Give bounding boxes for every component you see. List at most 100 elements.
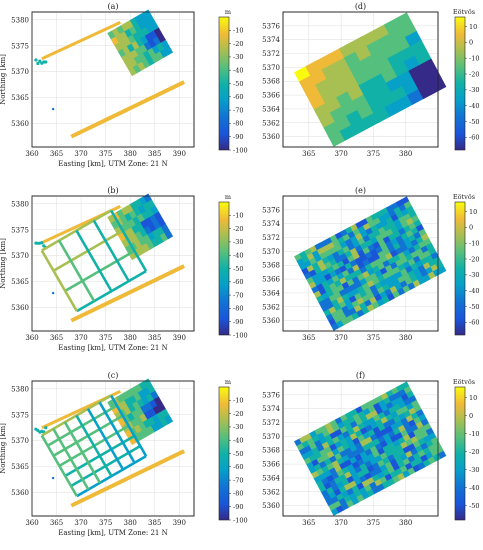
map-cell — [164, 45, 174, 56]
track-point — [36, 61, 40, 66]
map-cell — [121, 54, 131, 64]
map-cell — [149, 30, 159, 40]
map-cell — [406, 89, 424, 106]
x-tick-label: 390 — [173, 150, 186, 158]
y-tick-label: 5376 — [262, 391, 280, 399]
map-cell — [132, 215, 142, 226]
colorbar-tick-label: -10 — [469, 54, 479, 62]
map-cell — [339, 124, 357, 141]
bathymetry-map — [34, 9, 186, 139]
colorbar-tick-label: -40 — [469, 287, 479, 295]
colorbar: m -10 -20 -30 -40 -50 -60 -70 -80 -90 -100 — [218, 8, 248, 154]
map-cell — [138, 196, 148, 206]
panel-label: (e) — [355, 186, 366, 195]
map-cell — [114, 42, 124, 52]
colorbar-tick-label: -40 — [233, 437, 243, 445]
colorbar-unit: Eötvös — [453, 8, 475, 16]
gradient-map — [294, 196, 447, 331]
track-point — [51, 107, 55, 111]
map-cell — [142, 387, 152, 397]
map-cell — [117, 417, 127, 427]
map-cell — [114, 411, 124, 421]
y-axis-label: Northing [km] — [0, 238, 7, 289]
survey-lines — [40, 394, 148, 498]
x-tick-label: 375 — [99, 334, 112, 342]
map-cell — [132, 31, 142, 42]
map-cell — [151, 413, 161, 424]
x-tick-label: 375 — [367, 334, 380, 342]
map-cell — [152, 36, 162, 46]
map-cell — [156, 411, 166, 421]
x-tick-label: 365 — [50, 150, 63, 158]
map-cell — [149, 214, 159, 224]
map-cell — [384, 100, 402, 117]
y-tick-label: 5370 — [11, 68, 29, 76]
map-cell — [133, 239, 143, 249]
map-cell — [128, 394, 138, 405]
x-tick-label: 380 — [399, 519, 412, 527]
colorbar-tick-label: -10 — [469, 430, 479, 438]
map-cell — [144, 32, 154, 43]
map-cell — [350, 118, 368, 135]
colorbar-unit: m — [225, 8, 231, 16]
colorbar: Eötvös 10 0 -10 -20 -30 -40 -50 — [453, 378, 479, 521]
colorbar-gradient — [218, 386, 230, 521]
map-cell — [131, 409, 141, 420]
map-cell — [143, 410, 153, 420]
survey-block — [107, 378, 174, 446]
track-line — [41, 21, 121, 61]
map-cell — [126, 227, 136, 237]
map-cell — [138, 12, 148, 22]
map-cell — [123, 37, 133, 47]
y-tick-label: 5362 — [262, 303, 280, 311]
map-cell — [438, 450, 447, 459]
y-tick-label: 5374 — [262, 405, 280, 413]
x-tick-label: 380 — [123, 334, 136, 342]
colorbar-tick-label: -20 — [469, 255, 479, 263]
colorbar-tick-label: -80 — [233, 305, 243, 313]
map-cell — [141, 58, 151, 69]
map-cell — [140, 219, 150, 229]
colorbar-tick-label: -20 — [469, 448, 479, 456]
y-tick-label: 5376 — [262, 22, 280, 30]
map-cell — [119, 215, 129, 225]
x-tick-label: 385 — [148, 150, 161, 158]
map-cell — [141, 242, 151, 253]
y-tick-label: 5360 — [262, 502, 280, 510]
colorbar-tick-label: -100 — [233, 516, 248, 524]
colorbar-tick-label: -10 — [233, 212, 243, 220]
colorbar-unit: Eötvös — [453, 193, 475, 201]
map-cell — [121, 238, 131, 248]
map-cell — [119, 400, 129, 410]
map-cell — [156, 226, 166, 236]
x-tick-label: 390 — [173, 334, 186, 342]
map-cell — [135, 222, 145, 232]
colorbar-unit: Eötvös — [453, 378, 475, 386]
colorbar-tick-label: 10 — [469, 23, 477, 31]
map-cell — [123, 406, 133, 416]
map-cell — [160, 223, 170, 234]
y-tick-label: 5364 — [262, 105, 280, 113]
map-cell — [150, 237, 160, 248]
x-tick-label: 365 — [50, 519, 63, 527]
panel-c: (c) 360 365 370 375 380 385 390 5360 5365 5370 5375… — [0, 371, 248, 537]
map-cell — [152, 405, 162, 415]
map-cell — [119, 31, 129, 41]
colorbar: m -10 -20 -30 -40 -50 -60 -70 -80 -90 -100 — [218, 193, 248, 339]
colorbar-tick-label: -10 — [233, 27, 243, 35]
map-cell — [157, 217, 167, 228]
map-cell — [129, 201, 139, 211]
colorbar-tick-label: -60 — [233, 463, 243, 471]
map-cell — [135, 407, 145, 417]
map-cell — [139, 44, 149, 54]
survey-line — [86, 408, 125, 471]
map-cell — [127, 403, 137, 414]
y-tick-label: 5360 — [11, 120, 29, 128]
map-cell — [125, 203, 135, 214]
map-data — [294, 381, 447, 516]
map-cell — [137, 204, 147, 215]
map-cell — [124, 28, 134, 39]
survey-line — [92, 219, 130, 282]
colorbar-gradient — [454, 16, 466, 151]
survey-line — [40, 434, 78, 497]
